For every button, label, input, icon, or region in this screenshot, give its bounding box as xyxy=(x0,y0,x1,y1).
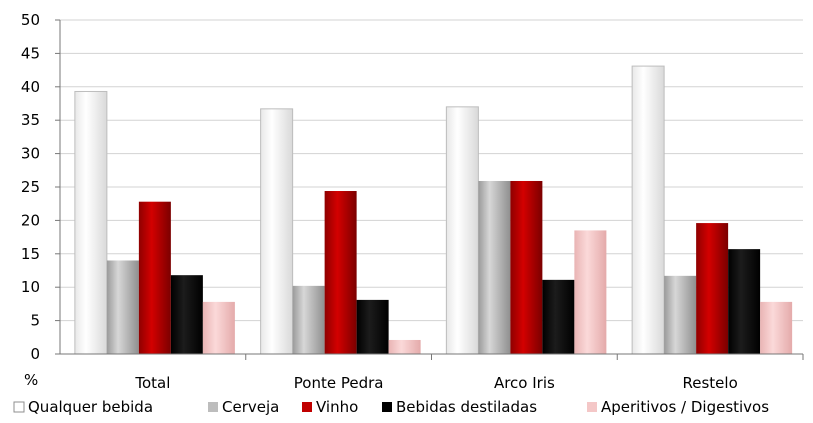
legend-swatch-2 xyxy=(302,402,312,412)
bar-total-aperitivos-digestivos xyxy=(202,301,235,354)
y-tick-label-35: 35 xyxy=(21,111,40,129)
legend-swatch-0 xyxy=(13,401,25,413)
y-tick-label-25: 25 xyxy=(21,178,40,196)
legend-label-2: Vinho xyxy=(316,398,358,416)
legend-swatch-4 xyxy=(587,402,597,412)
bar-arco-iris-aperitivos-digestivos xyxy=(574,230,607,354)
bar-ponte-pedra-vinho xyxy=(324,191,357,354)
legend-swatch-3 xyxy=(382,402,392,412)
bar-ponte-pedra-bebidas-destiladas xyxy=(356,299,389,354)
bar-restelo-bebidas-destiladas xyxy=(728,249,761,354)
y-tick-label-30: 30 xyxy=(21,145,40,163)
x-category-label-2: Arco Iris xyxy=(494,374,555,392)
y-tick-label-5: 5 xyxy=(30,312,40,330)
bars-group xyxy=(74,65,793,355)
bar-ponte-pedra-qualquer-bebida xyxy=(260,108,294,355)
legend-label-1: Cerveja xyxy=(222,398,279,416)
bar-restelo-qualquer-bebida xyxy=(631,65,665,355)
bar-restelo-vinho xyxy=(696,223,729,354)
y-tick-label-40: 40 xyxy=(21,78,40,96)
x-axis-labels: Total Ponte Pedra Arco Iris Restelo xyxy=(134,374,737,392)
legend-swatch-1 xyxy=(208,402,218,412)
legend-label-4: Aperitivos / Digestivos xyxy=(601,398,769,416)
legend: Qualquer bebida Cerveja Vinho Bebidas desti… xyxy=(13,398,769,416)
bar-arco-iris-vinho xyxy=(510,180,543,354)
x-category-label-1: Ponte Pedra xyxy=(294,374,384,392)
bar-arco-iris-qualquer-bebida xyxy=(445,106,479,355)
bar-ponte-pedra-aperitivos-digestivos xyxy=(388,339,421,354)
bar-arco-iris-cerveja xyxy=(478,180,511,354)
y-tick-label-20: 20 xyxy=(21,211,40,229)
y-tick-label-45: 45 xyxy=(21,44,40,62)
bar-arco-iris-bebidas-destiladas xyxy=(542,279,575,354)
y-tick-label-50: 50 xyxy=(21,11,40,29)
bar-total-bebidas-destiladas xyxy=(170,275,203,354)
bar-total-cerveja xyxy=(106,260,139,354)
x-category-label-3: Restelo xyxy=(683,374,738,392)
y-axis-ticks: 0 5 10 15 20 25 30 35 40 45 50 xyxy=(21,11,60,363)
y-tick-label-0: 0 xyxy=(30,345,40,363)
legend-label-3: Bebidas destiladas xyxy=(396,398,537,416)
bar-restelo-aperitivos-digestivos xyxy=(760,301,793,354)
x-category-label-0: Total xyxy=(134,374,170,392)
bar-ponte-pedra-cerveja xyxy=(292,285,325,354)
bar-restelo-cerveja xyxy=(664,275,697,354)
legend-label-0: Qualquer bebida xyxy=(28,398,153,416)
y-axis-label: % xyxy=(24,371,38,389)
y-tick-label-15: 15 xyxy=(21,245,40,263)
y-tick-label-10: 10 xyxy=(21,278,40,296)
bar-total-vinho xyxy=(138,201,171,354)
bar-total-qualquer-bebida xyxy=(74,90,108,355)
